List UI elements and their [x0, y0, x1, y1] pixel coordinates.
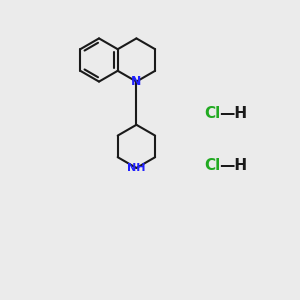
Text: —H: —H	[220, 158, 248, 172]
Text: N: N	[131, 75, 142, 88]
Text: —H: —H	[220, 106, 248, 122]
Text: Cl: Cl	[204, 106, 220, 122]
Text: NH: NH	[127, 163, 146, 173]
Text: Cl: Cl	[204, 158, 220, 172]
